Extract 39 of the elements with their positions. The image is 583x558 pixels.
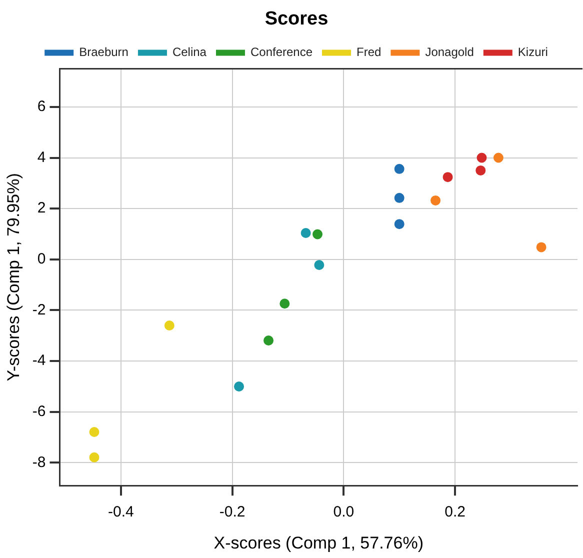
point [164, 320, 174, 330]
y-tick-label: 0 [37, 250, 46, 268]
point [280, 298, 290, 309]
legend-label: Celina [172, 45, 207, 60]
chart-title: Scores [264, 8, 328, 30]
point [89, 452, 100, 462]
y-axis-title: Y-scores (Comp 1, 79.95%) [4, 173, 23, 382]
x-tick-label: -0.2 [219, 504, 246, 521]
point [264, 335, 274, 346]
y-tick-label: -4 [32, 352, 46, 370]
legend-label: Jonagold [425, 45, 474, 60]
point [234, 381, 244, 392]
point [394, 164, 404, 174]
y-tick-label: 6 [37, 98, 46, 116]
x-tick-label: 0.2 [444, 504, 466, 521]
point [442, 172, 453, 182]
point [476, 165, 486, 176]
point [314, 260, 324, 270]
legend-label: Fred [356, 45, 382, 60]
point [300, 228, 311, 238]
point [89, 426, 100, 437]
y-tick-label: -2 [32, 301, 46, 318]
point [476, 152, 487, 163]
legend-label: Conference [250, 45, 313, 60]
x-tick-label: 0.0 [333, 504, 354, 521]
point [312, 229, 323, 240]
y-tick-label: -8 [32, 454, 46, 471]
point [394, 219, 404, 230]
point [394, 192, 404, 203]
y-tick-label: 4 [37, 148, 46, 166]
point [430, 195, 441, 206]
x-axis-title: X-scores (Comp 1, 57.76%) [214, 533, 424, 552]
y-tick-label: 2 [37, 200, 46, 217]
legend-label: Braeburn [79, 45, 128, 60]
legend-label: Kizuri [518, 45, 548, 60]
point [536, 242, 546, 252]
y-tick-label: -6 [32, 403, 46, 420]
x-tick-label: -0.4 [108, 504, 134, 521]
point [493, 152, 504, 163]
